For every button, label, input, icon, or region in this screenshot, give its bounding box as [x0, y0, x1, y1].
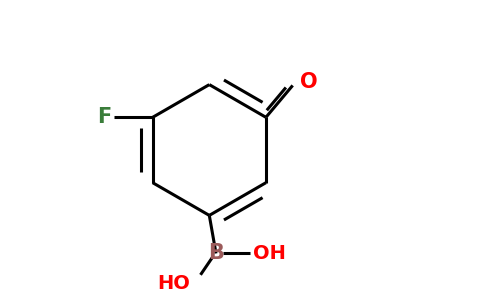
Text: F: F [97, 107, 112, 127]
Text: OH: OH [253, 244, 286, 263]
Text: HO: HO [157, 274, 190, 293]
Text: B: B [208, 243, 224, 263]
Text: O: O [300, 73, 318, 92]
